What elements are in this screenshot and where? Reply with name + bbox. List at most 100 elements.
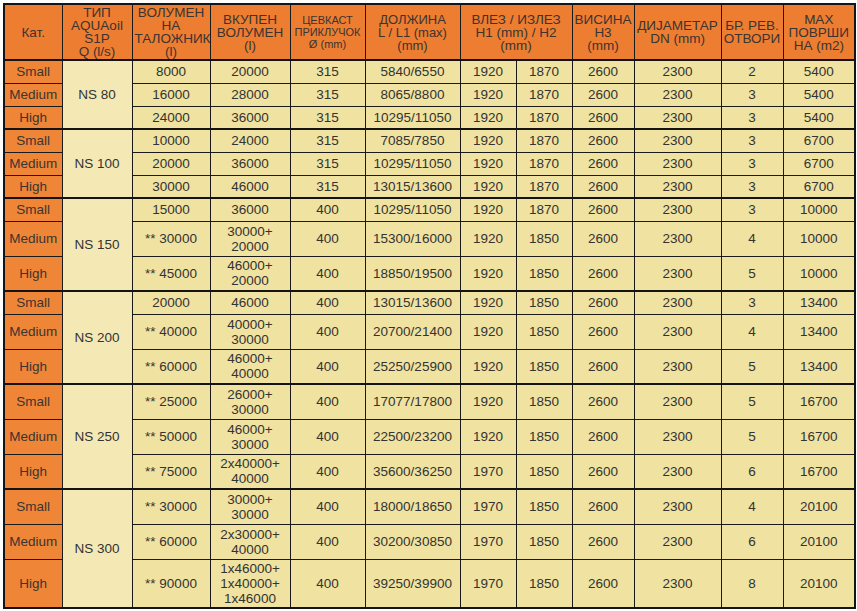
table-row: High** 6000046000+ 4000040025250/2590019… (4, 349, 855, 384)
cell-cevkast-prikluchok: 400 (290, 454, 365, 489)
cell-vkupen-volumen: 40000+ 30000 (210, 314, 290, 349)
cell-vkupen-volumen: 30000+ 30000 (210, 489, 290, 524)
cell-max-povrshina: 10000 (783, 198, 855, 221)
table-body: SmallNS 808000200003155840/6550192018702… (4, 60, 855, 608)
cell-vkupen-volumen: 46000+ 20000 (210, 256, 290, 291)
cell-dijametar: 2300 (634, 419, 721, 454)
cell-br-rev-otvori: 3 (721, 175, 783, 198)
cell-category: Medium (4, 419, 62, 454)
cell-dijametar: 2300 (634, 559, 721, 608)
cell-category: Medium (4, 221, 62, 256)
cell-cevkast-prikluchok: 315 (290, 175, 365, 198)
table-row: Medium** 600002x30000+ 4000040030200/308… (4, 524, 855, 559)
cell-cevkast-prikluchok: 400 (290, 198, 365, 221)
cell-cevkast-prikluchok: 315 (290, 60, 365, 83)
cell-vkupen-volumen: 46000+ 40000 (210, 349, 290, 384)
cell-volumen-na-talozhnik: 20000 (132, 291, 210, 314)
cell-visina: 2600 (572, 129, 634, 152)
header-dijametar: ДИЈАМЕТАР DN (mm) (634, 4, 721, 60)
cell-br-rev-otvori: 4 (721, 489, 783, 524)
cell-h1: 1920 (460, 175, 516, 198)
cell-dijametar: 2300 (634, 291, 721, 314)
cell-h2: 1870 (516, 83, 572, 106)
cell-br-rev-otvori: 4 (721, 221, 783, 256)
cell-h1: 1920 (460, 384, 516, 419)
cell-dijametar: 2300 (634, 314, 721, 349)
cell-h2: 1850 (516, 349, 572, 384)
cell-ns-type: NS 200 (62, 291, 132, 384)
cell-h2: 1850 (516, 221, 572, 256)
cell-ns-type: NS 300 (62, 489, 132, 608)
cell-volumen-na-talozhnik: 16000 (132, 83, 210, 106)
cell-dijametar: 2300 (634, 349, 721, 384)
cell-br-rev-otvori: 6 (721, 524, 783, 559)
header-visina: ВИСИНА H3 (mm) (572, 4, 634, 60)
cell-max-povrshina: 16700 (783, 384, 855, 419)
cell-ns-type: NS 100 (62, 129, 132, 198)
cell-max-povrshina: 10000 (783, 221, 855, 256)
cell-dijametar: 2300 (634, 524, 721, 559)
cell-volumen-na-talozhnik: 24000 (132, 106, 210, 129)
cell-dolzhina: 8065/8800 (365, 83, 460, 106)
cell-cevkast-prikluchok: 315 (290, 106, 365, 129)
cell-volumen-na-talozhnik: ** 45000 (132, 256, 210, 291)
table-row: Medium** 3000030000+ 2000040015300/16000… (4, 221, 855, 256)
cell-h1: 1920 (460, 83, 516, 106)
cell-max-povrshina: 16700 (783, 454, 855, 489)
table-row: Medium200003600031510295/110501920187026… (4, 152, 855, 175)
cell-max-povrshina: 20100 (783, 524, 855, 559)
cell-category: High (4, 175, 62, 198)
table-row: SmallNS 808000200003155840/6550192018702… (4, 60, 855, 83)
cell-volumen-na-talozhnik: 30000 (132, 175, 210, 198)
cell-dolzhina: 30200/30850 (365, 524, 460, 559)
cell-visina: 2600 (572, 454, 634, 489)
cell-dolzhina: 39250/39900 (365, 559, 460, 608)
cell-visina: 2600 (572, 419, 634, 454)
cell-cevkast-prikluchok: 400 (290, 314, 365, 349)
cell-volumen-na-talozhnik: ** 30000 (132, 489, 210, 524)
header-vkupen-volumen: ВКУПЕН ВОЛУМЕН (l) (210, 4, 290, 60)
cell-max-povrshina: 6700 (783, 152, 855, 175)
cell-dolzhina: 15300/16000 (365, 221, 460, 256)
cell-category: Small (4, 291, 62, 314)
cell-h1: 1920 (460, 106, 516, 129)
cell-h2: 1850 (516, 559, 572, 608)
cell-cevkast-prikluchok: 315 (290, 83, 365, 106)
cell-h2: 1850 (516, 489, 572, 524)
cell-dijametar: 2300 (634, 175, 721, 198)
cell-volumen-na-talozhnik: 8000 (132, 60, 210, 83)
cell-visina: 2600 (572, 106, 634, 129)
cell-volumen-na-talozhnik: ** 60000 (132, 524, 210, 559)
cell-vkupen-volumen: 36000 (210, 198, 290, 221)
table-row: High240003600031510295/11050192018702600… (4, 106, 855, 129)
cell-visina: 2600 (572, 221, 634, 256)
cell-br-rev-otvori: 6 (721, 454, 783, 489)
cell-category: Small (4, 129, 62, 152)
cell-cevkast-prikluchok: 400 (290, 489, 365, 524)
cell-vkupen-volumen: 36000 (210, 106, 290, 129)
cell-br-rev-otvori: 2 (721, 60, 783, 83)
cell-volumen-na-talozhnik: ** 25000 (132, 384, 210, 419)
cell-visina: 2600 (572, 83, 634, 106)
cell-dijametar: 2300 (634, 454, 721, 489)
cell-ns-type: NS 80 (62, 60, 132, 129)
cell-h1: 1920 (460, 419, 516, 454)
header-tip-aquaoil: ТИП AQUAoil S1P Q (l/s) (62, 4, 132, 60)
cell-dijametar: 2300 (634, 489, 721, 524)
table-row: High300004600031513015/13600192018702600… (4, 175, 855, 198)
cell-cevkast-prikluchok: 315 (290, 129, 365, 152)
cell-category: Medium (4, 524, 62, 559)
cell-dolzhina: 10295/11050 (365, 106, 460, 129)
cell-cevkast-prikluchok: 400 (290, 419, 365, 454)
cell-h1: 1920 (460, 256, 516, 291)
cell-dolzhina: 20700/21400 (365, 314, 460, 349)
cell-visina: 2600 (572, 384, 634, 419)
cell-h2: 1870 (516, 106, 572, 129)
cell-volumen-na-talozhnik: ** 60000 (132, 349, 210, 384)
cell-vkupen-volumen: 28000 (210, 83, 290, 106)
cell-category: Medium (4, 152, 62, 175)
cell-visina: 2600 (572, 349, 634, 384)
cell-br-rev-otvori: 3 (721, 198, 783, 221)
cell-max-povrshina: 13400 (783, 291, 855, 314)
cell-h2: 1850 (516, 419, 572, 454)
